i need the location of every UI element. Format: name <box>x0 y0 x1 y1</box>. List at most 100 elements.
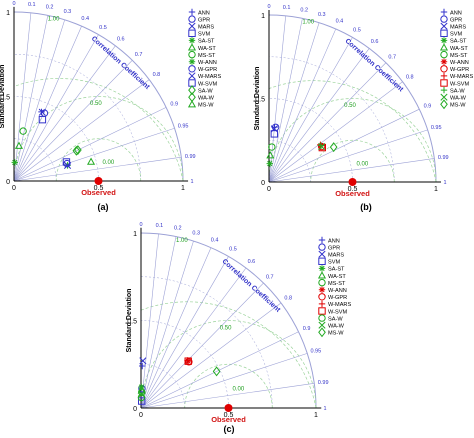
data-point <box>72 145 81 156</box>
legend-label: MS-ST <box>450 53 468 59</box>
correlation-ray <box>13 156 182 182</box>
data-point <box>270 130 279 138</box>
observed-point <box>224 404 233 412</box>
legend-marker <box>188 8 196 16</box>
correlation-axis-title: Correlation Coefficient <box>221 258 282 314</box>
legend-label: SVM <box>198 32 210 38</box>
rms-arc <box>268 80 437 183</box>
correlation-tick-label: 1 <box>443 180 446 186</box>
legend-label: WA-ST <box>198 46 216 52</box>
std-tick-label: 0 <box>267 186 271 193</box>
taylor-panel: 0 0.1 0.20.30.40.50.60.70.80.90.950.991000… <box>254 4 473 212</box>
correlation-tick-label: 0.2 <box>46 5 54 11</box>
legend-marker <box>188 72 196 80</box>
correlation-tick-label: 0.99 <box>438 155 449 161</box>
legend-label: W-MARS <box>328 302 351 308</box>
data-point <box>185 357 192 365</box>
std-tick-label: 0 <box>6 179 10 186</box>
data-point <box>74 145 82 156</box>
correlation-tick-label: 0.1 <box>156 223 164 229</box>
std-tick-label: 0 <box>133 406 137 413</box>
std-tick-label: 1 <box>133 231 137 238</box>
rms-label: 1.00 <box>176 238 188 244</box>
correlation-tick-label: 0.1 <box>283 5 291 11</box>
legend-marker <box>318 243 326 251</box>
correlation-tick-label: 1 <box>323 406 326 412</box>
legend-label: ANN <box>198 10 210 16</box>
legend-marker <box>440 65 448 73</box>
std-tick-label: 1 <box>314 412 318 419</box>
correlation-tick-label: 0.5 <box>229 247 237 253</box>
legend-marker <box>317 271 327 279</box>
correlation-ray <box>13 25 82 182</box>
data-point <box>184 357 192 365</box>
rms-label: 1.00 <box>48 16 60 22</box>
data-point <box>138 385 146 393</box>
correlation-tick-label: 0.6 <box>248 259 256 265</box>
legend-marker <box>440 58 448 65</box>
correlation-tick-label: 0.3 <box>318 12 326 18</box>
rms-label: 0.00 <box>357 161 369 167</box>
legend-label: W-ANN <box>198 60 217 66</box>
legend-label: GPR <box>450 17 462 23</box>
correlation-tick-label: 0.95 <box>178 123 189 129</box>
correlation-tick-label: 0 <box>12 1 15 7</box>
correlation-tick-label: 0.2 <box>300 8 308 14</box>
rms-label: 0.50 <box>90 101 102 107</box>
std-arc <box>13 138 57 182</box>
legend-label: MARS <box>328 253 344 259</box>
legend-marker <box>188 22 196 30</box>
std-tick-label: 0 <box>12 185 16 192</box>
correlation-tick-label: 0.7 <box>266 275 274 281</box>
rms-label: 1.00 <box>302 19 314 25</box>
legend-label: SVM <box>328 260 340 266</box>
correlation-ray <box>13 45 116 182</box>
correlation-tick-label: 0.6 <box>371 39 379 45</box>
rms-arc <box>140 320 317 409</box>
std-arc <box>140 364 185 409</box>
correlation-ray <box>268 48 370 183</box>
legend-marker <box>440 72 448 80</box>
observed-label: Observed <box>211 415 246 424</box>
data-point <box>318 143 326 151</box>
data-point <box>329 142 338 153</box>
legend-marker <box>188 37 196 44</box>
correlation-ray <box>140 233 159 409</box>
data-point <box>266 160 273 167</box>
legend-label: MARS <box>198 25 214 31</box>
correlation-ray <box>13 79 150 182</box>
correlation-tick-label: 0.8 <box>284 296 292 302</box>
std-tick-label: 0 <box>261 180 265 187</box>
correlation-tick-label: 0.4 <box>81 16 89 22</box>
panel-label: (a) <box>98 202 109 212</box>
legend-label: W-SVM <box>198 81 218 87</box>
legend-label: W-GPR <box>198 67 217 73</box>
data-point <box>62 158 71 166</box>
correlation-ray <box>13 19 65 182</box>
std-tick-label: 1 <box>434 186 438 193</box>
std-arc <box>140 320 229 409</box>
legend-marker <box>318 286 326 293</box>
correlation-tick-label: 0.9 <box>303 326 311 332</box>
rms-label: 0.50 <box>344 103 356 109</box>
correlation-ray <box>140 282 264 409</box>
legend-marker <box>318 265 326 272</box>
legend-label: ANN <box>328 238 340 244</box>
correlation-ray <box>268 22 320 183</box>
legend-marker <box>318 300 326 308</box>
std-tick-label: 1 <box>181 185 185 192</box>
legend-marker <box>440 93 448 101</box>
data-point <box>212 366 221 377</box>
legend-marker <box>188 50 196 59</box>
rms-arc <box>13 96 184 182</box>
legend-label: GPR <box>328 245 340 251</box>
correlation-ray <box>140 256 229 409</box>
std-tick-label: 1 <box>6 10 10 17</box>
correlation-ray <box>13 34 99 182</box>
correlation-ray <box>140 236 177 409</box>
correlation-ray <box>268 62 387 183</box>
legend-marker <box>440 8 448 16</box>
correlation-tick-label: 0.7 <box>388 54 396 60</box>
legend-label: W-GPR <box>450 67 469 73</box>
